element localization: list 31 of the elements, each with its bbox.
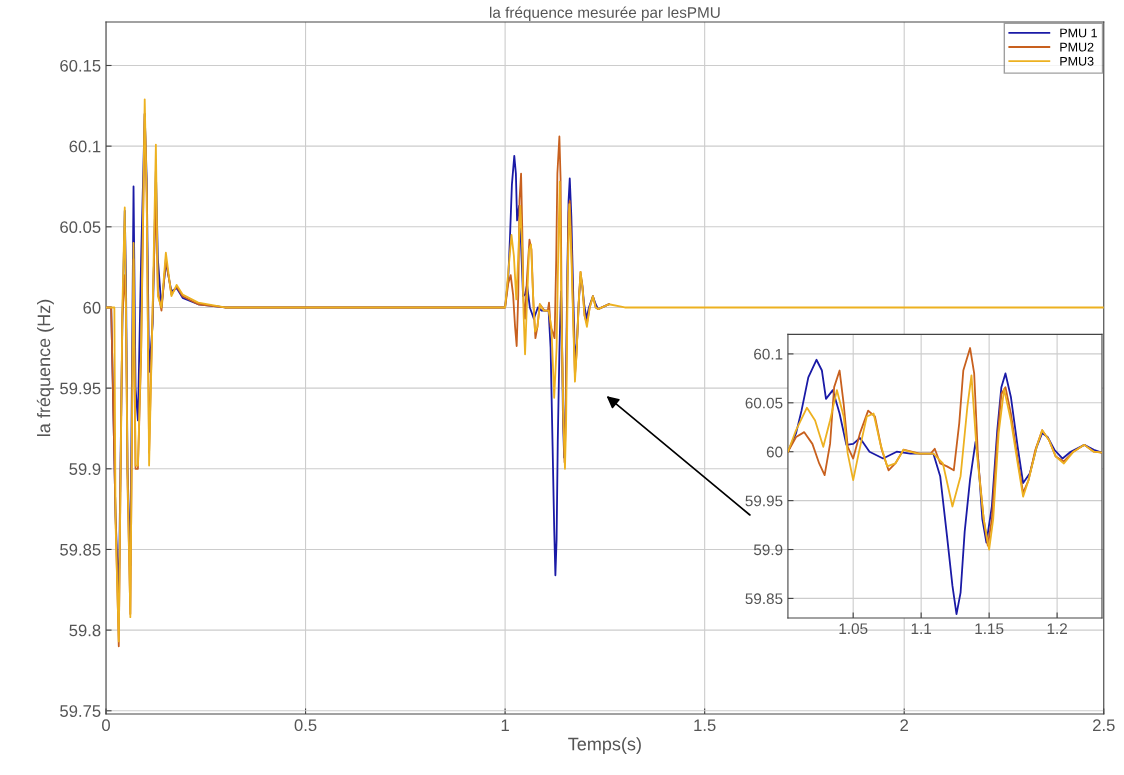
y-tick-label: 59.9 [69, 463, 101, 475]
legend-label: PMU2 [1060, 42, 1094, 52]
x-tick-label: 0 [102, 719, 110, 732]
x-tick-label: 0.5 [294, 719, 317, 732]
y-tick-label: 59.8 [69, 624, 101, 637]
y-tick-label: 60.1 [69, 140, 101, 153]
y-tick-label: 59.95 [745, 495, 783, 507]
y-tick-label: 59.85 [60, 543, 101, 556]
y-axis-title: la fréquence (Hz) [36, 299, 54, 436]
x-tick-label: 2 [900, 719, 909, 731]
y-tick-label: 60.1 [754, 348, 783, 360]
y-tick-label: 60 [766, 446, 783, 458]
x-tick-label: 1 [501, 719, 509, 731]
y-tick-label: 60.05 [60, 221, 101, 234]
x-tick-label: 1.05 [839, 623, 868, 635]
y-tick-label: 60.05 [745, 397, 783, 409]
chart-title: la fréquence mesurée par lesPMU [490, 6, 720, 21]
y-tick-label: 60.15 [60, 59, 101, 72]
x-tick-label: 1.2 [1047, 623, 1067, 634]
y-tick-label: 59.9 [753, 544, 783, 556]
y-tick-label: 59.85 [745, 593, 783, 605]
y-tick-label: 60 [83, 301, 101, 314]
x-tick-label: 1.1 [911, 623, 932, 634]
x-tick-label: 1.5 [694, 719, 716, 732]
y-tick-label: 59.95 [60, 382, 101, 395]
x-tick-label: 1.15 [975, 623, 1004, 635]
x-axis-title: Temps(s) [568, 737, 641, 755]
y-tick-label: 59.75 [60, 705, 101, 717]
legend-label: PMU 1 [1060, 28, 1097, 38]
x-tick-label: 2.5 [1093, 719, 1115, 732]
legend-label: PMU3 [1060, 56, 1094, 66]
